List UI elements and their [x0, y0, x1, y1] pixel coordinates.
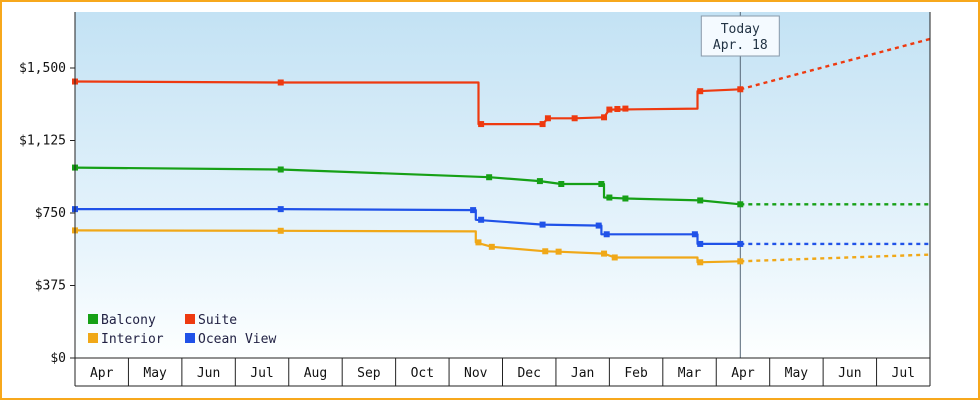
series-line-suite [74, 80, 741, 126]
series-marker-balcony [598, 181, 605, 187]
series-marker-balcony [606, 194, 613, 201]
x-axis-month-label: Nov [464, 366, 488, 381]
x-axis-month-label: Sep [357, 366, 381, 381]
series-marker-ocean-view [470, 207, 477, 214]
legend-swatch-interior [88, 333, 98, 343]
x-axis-month-label: Apr [90, 366, 114, 381]
x-axis-month-label: Jul [250, 366, 273, 381]
series-marker-suite [571, 115, 578, 122]
series-marker-balcony [536, 178, 543, 185]
series-marker-balcony [697, 197, 704, 204]
x-axis-month-label: Jun [838, 366, 861, 381]
x-axis-month-label: Mar [678, 366, 702, 381]
legend-label-ocean-view: Ocean View [198, 332, 276, 347]
series-marker-suite [277, 79, 284, 86]
x-axis-month-label: Apr [731, 366, 755, 381]
series-line-interior [74, 229, 741, 264]
series-marker-balcony [486, 174, 493, 181]
series-marker-interior [737, 258, 744, 265]
series-marker-ocean-view [595, 222, 602, 229]
series-line-ocean-view [75, 208, 741, 245]
series-marker-interior [555, 248, 562, 255]
series-marker-interior [611, 254, 618, 261]
plot-area [75, 12, 930, 358]
series-marker-balcony [558, 181, 565, 187]
x-axis-month-label: Feb [624, 366, 648, 381]
legend-label-interior: Interior [101, 332, 164, 347]
x-axis-month-label: Jan [571, 366, 594, 381]
x-axis-month-label: May [143, 366, 167, 381]
series-marker-interior [488, 243, 495, 250]
legend-swatch-suite [185, 314, 195, 324]
series-marker-interior [601, 250, 608, 257]
series-marker-ocean-view [697, 240, 704, 247]
series-marker-suite [601, 114, 608, 121]
series-marker-suite [544, 115, 551, 122]
y-axis-label: $1,500 [19, 61, 66, 76]
legend-label-balcony: Balcony [101, 313, 156, 328]
x-axis-month-label: Jul [892, 366, 915, 381]
series-marker-interior [475, 239, 482, 246]
series-marker-suite [697, 88, 704, 95]
today-annotation-box [700, 15, 780, 57]
series-marker-ocean-view [737, 240, 744, 247]
series-marker-ocean-view [277, 206, 284, 213]
series-marker-suite [737, 86, 744, 93]
y-axis-label: $1,125 [19, 134, 66, 149]
series-marker-suite [606, 106, 613, 113]
x-axis-month-label: May [785, 366, 809, 381]
legend-label-suite: Suite [198, 313, 237, 328]
today-annotation-line1: Today [721, 22, 760, 37]
series-line-balcony [74, 166, 741, 206]
x-axis-month-label: Jun [197, 366, 220, 381]
series-marker-interior [277, 227, 284, 234]
series-marker-interior [542, 248, 549, 255]
series-marker-interior [697, 259, 704, 266]
series-marker-ocean-view [603, 231, 610, 238]
series-marker-suite [539, 121, 546, 128]
y-axis-label: $375 [35, 279, 66, 294]
x-axis-month-label: Oct [411, 366, 434, 381]
x-axis-month-label: Dec [517, 366, 540, 381]
series-marker-balcony [737, 201, 744, 208]
series-projection-suite [739, 37, 931, 91]
legend-swatch-ocean-view [185, 333, 195, 343]
legend-swatch-balcony [88, 314, 98, 324]
series-marker-ocean-view [478, 216, 485, 223]
series-marker-suite [622, 105, 629, 112]
series-marker-suite [614, 105, 621, 112]
series-marker-suite [478, 121, 485, 128]
today-annotation-line2: Apr. 18 [713, 38, 768, 53]
series-marker-ocean-view [539, 221, 546, 228]
x-axis-month-label: Aug [304, 366, 327, 381]
y-axis-label: $750 [35, 206, 66, 221]
series-marker-ocean-view [691, 231, 698, 238]
series-marker-balcony [622, 195, 629, 202]
series-marker-balcony [277, 166, 284, 173]
y-axis-label: $0 [50, 351, 66, 366]
